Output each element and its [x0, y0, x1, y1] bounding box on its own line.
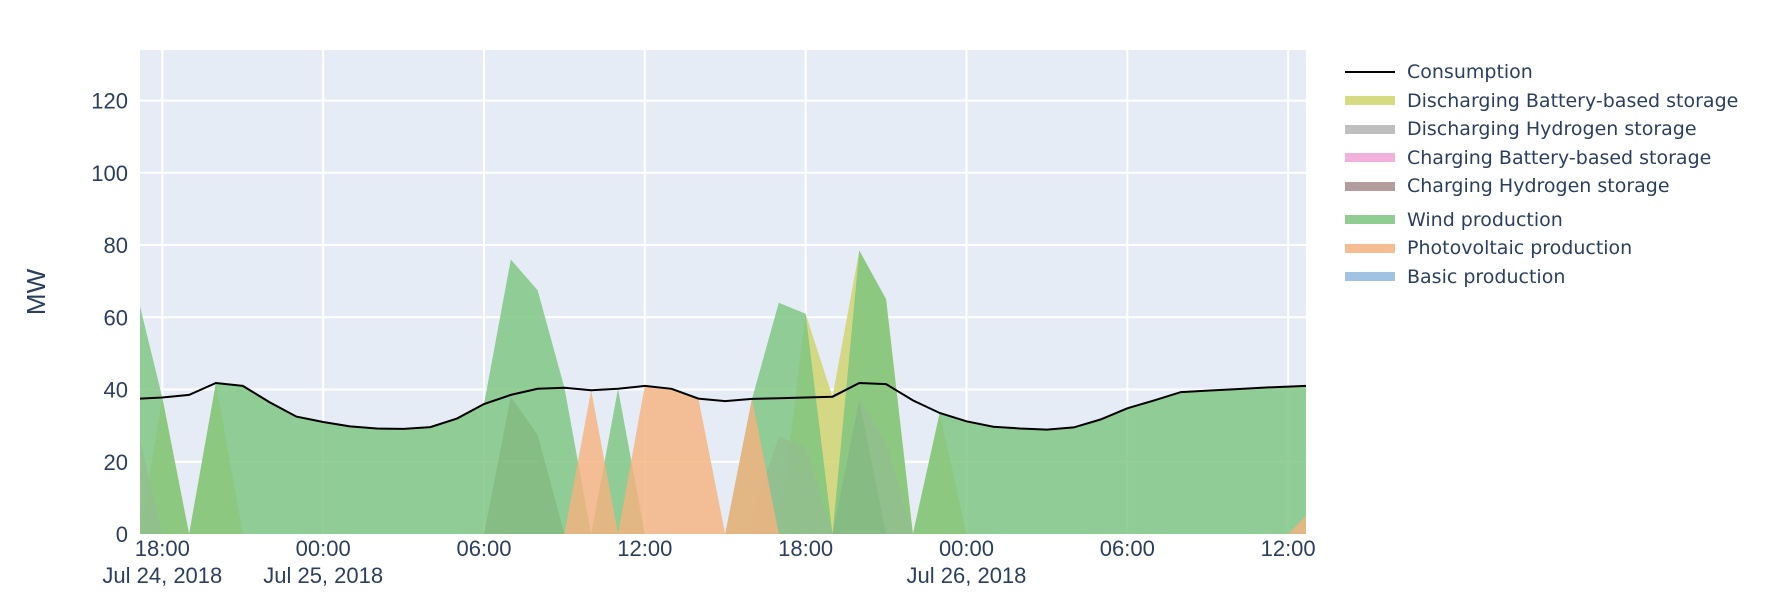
legend-label: Consumption [1407, 61, 1533, 84]
legend-item[interactable]: Basic production [1345, 263, 1738, 292]
legend: Consumption Discharging Battery-based sto… [1345, 58, 1738, 291]
area-photovoltaic-production [1288, 515, 1306, 534]
x-tick-label: 06:00 [456, 536, 511, 561]
legend-item[interactable]: Discharging Hydrogen storage [1345, 115, 1738, 144]
legend-swatch [1345, 243, 1395, 253]
y-tick-label: 120 [91, 89, 128, 114]
legend-item[interactable]: Photovoltaic production [1345, 234, 1738, 263]
legend-label: Wind production [1407, 208, 1563, 231]
legend-item[interactable]: Charging Hydrogen storage [1345, 172, 1738, 201]
x-tick-date-label: Jul 26, 2018 [907, 563, 1027, 588]
x-tick-label: 12:00 [1261, 536, 1316, 561]
legend-swatch [1345, 71, 1395, 74]
legend-swatch [1345, 181, 1395, 191]
legend-item[interactable]: Consumption [1345, 58, 1738, 87]
legend-item[interactable]: Charging Battery-based storage [1345, 144, 1738, 173]
y-tick-label: 80 [104, 233, 128, 258]
line-series [139, 381, 1307, 431]
legend-swatch [1345, 96, 1395, 106]
legend-swatch [1345, 215, 1395, 225]
line-consumption [139, 381, 1307, 431]
x-tick-date-label: Jul 24, 2018 [102, 563, 222, 588]
legend-swatch [1345, 272, 1395, 282]
y-tick-label: 0 [116, 522, 128, 547]
area-series [140, 250, 1306, 534]
x-tick-date-label: Jul 25, 2018 [263, 563, 383, 588]
x-tick-label: 18:00 [135, 536, 190, 561]
x-tick-label: 00:00 [296, 536, 351, 561]
x-tick-label: 00:00 [939, 536, 994, 561]
y-tick-label: 20 [104, 450, 128, 475]
y-axis-label: MW [21, 268, 51, 315]
x-tick-label: 18:00 [778, 536, 833, 561]
legend-swatch [1345, 153, 1395, 163]
y-tick-label: 60 [104, 305, 128, 330]
legend-label: Charging Battery-based storage [1407, 146, 1712, 169]
y-tick-label: 100 [91, 161, 128, 186]
legend-label: Photovoltaic production [1407, 237, 1633, 260]
legend-item[interactable]: Wind production [1345, 206, 1738, 235]
area-wind-production [725, 250, 1306, 534]
legend-item[interactable]: Discharging Battery-based storage [1345, 87, 1738, 116]
legend-swatch [1345, 124, 1395, 134]
legend-label: Basic production [1407, 265, 1566, 288]
area-wind-production [140, 259, 645, 534]
x-tick-label: 12:00 [617, 536, 672, 561]
legend-label: Charging Hydrogen storage [1407, 175, 1670, 198]
y-tick-label: 40 [104, 378, 128, 403]
area-photovoltaic-production [564, 385, 779, 534]
x-tick-label: 06:00 [1100, 536, 1155, 561]
legend-label: Discharging Hydrogen storage [1407, 118, 1697, 141]
legend-label: Discharging Battery-based storage [1407, 89, 1739, 112]
